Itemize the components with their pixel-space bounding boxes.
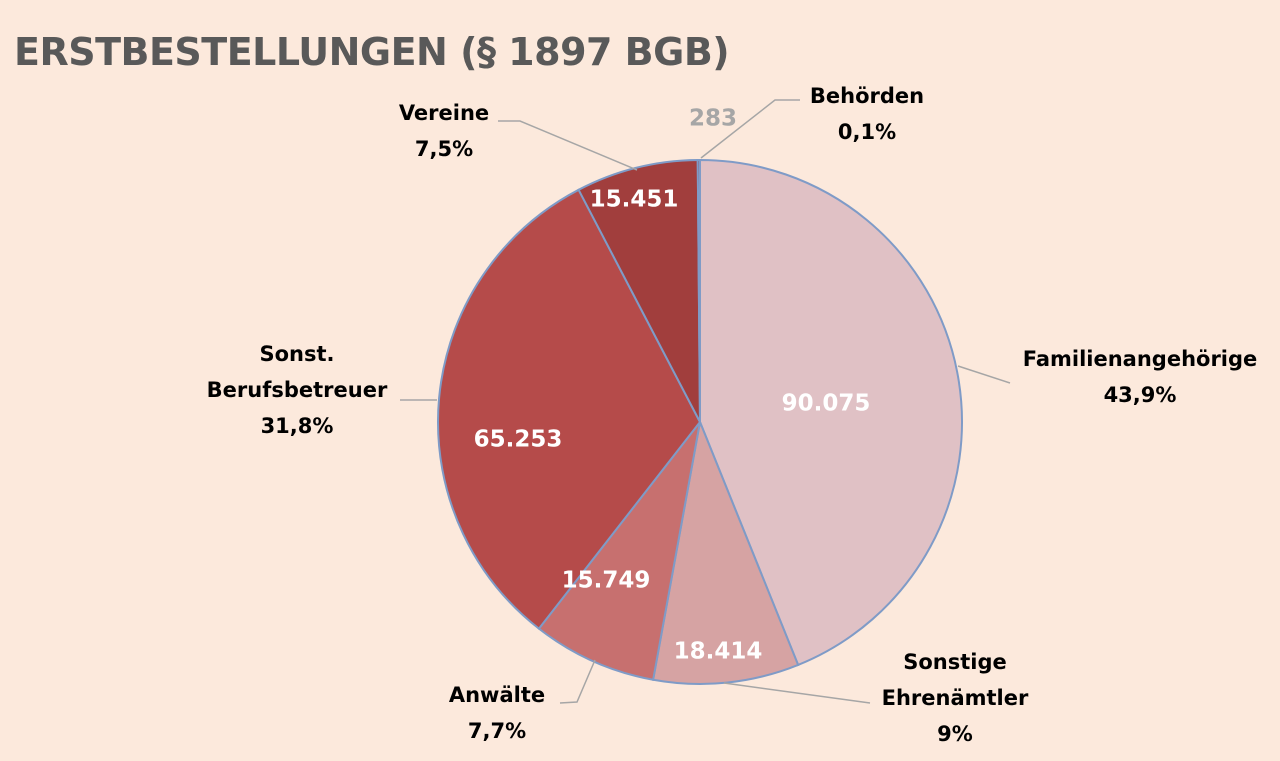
leader-line-1 <box>957 365 1011 384</box>
pie-slice-2 <box>651 418 800 685</box>
percent-label-1: 43,9% <box>1104 383 1177 407</box>
pie-slice-6 <box>696 158 701 423</box>
leader-line-3 <box>559 659 596 704</box>
percent-label-4: 31,8% <box>261 414 334 438</box>
category-label-4-line-1: Sonst. <box>259 342 334 366</box>
category-label-1-line-1: Familienangehörige <box>1023 347 1258 371</box>
category-label-2-line-1: Sonstige <box>903 650 1007 674</box>
value-label-6: 283 <box>689 106 737 132</box>
leader-line-2 <box>723 682 871 704</box>
pie-slice-3 <box>537 421 701 681</box>
leader-line-5 <box>498 120 638 171</box>
percent-label-5: 7,5% <box>415 137 473 161</box>
pie-slice-4 <box>437 188 702 631</box>
category-label-3-line-1: Anwälte <box>449 683 545 707</box>
percent-label-6: 0,1% <box>838 120 896 144</box>
percent-label-3: 7,7% <box>468 719 526 743</box>
category-label-6-line-1: Behörden <box>810 84 924 108</box>
value-label-5: 15.451 <box>590 187 679 213</box>
pie-slice-5 <box>577 159 701 423</box>
value-label-3: 15.749 <box>562 568 651 594</box>
percent-label-2: 9% <box>937 722 973 746</box>
chart-title: ERSTBESTELLUNGEN (§ 1897 BGB) <box>14 30 730 74</box>
value-label-2: 18.414 <box>674 639 763 665</box>
category-label-2-line-2: Ehrenämtler <box>882 686 1029 710</box>
value-label-4: 65.253 <box>474 427 563 453</box>
value-label-1: 90.075 <box>782 391 871 417</box>
category-label-5-line-1: Vereine <box>399 101 489 125</box>
pie-slice-1 <box>699 158 963 667</box>
leader-line-6 <box>700 99 800 159</box>
category-label-4-line-2: Berufsbetreuer <box>207 378 388 402</box>
